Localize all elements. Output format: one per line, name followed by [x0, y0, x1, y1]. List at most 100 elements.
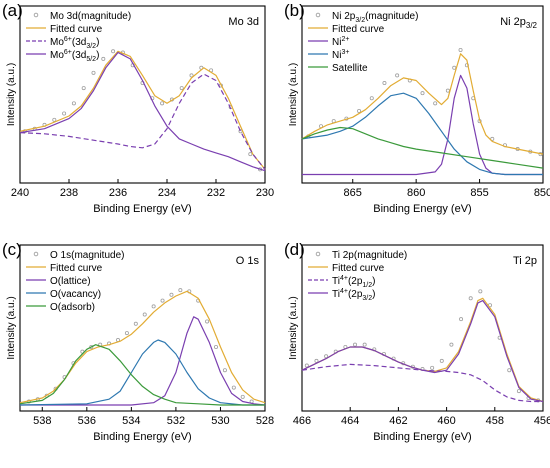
- series-ni2: [302, 74, 543, 176]
- series-mo6-3d3-2: [19, 73, 266, 170]
- legend-label: Fitted curve: [50, 263, 103, 274]
- y-axis-label: Intensity (a.u.): [6, 63, 17, 126]
- data-point: [314, 358, 319, 363]
- x-tick-label: 850: [534, 187, 550, 199]
- data-point: [179, 86, 184, 91]
- series-fitted-curve: [301, 297, 544, 403]
- x-tick-label: 534: [122, 415, 140, 427]
- legend-label: Mo6+(3d3/2): [50, 36, 99, 50]
- data-point: [133, 321, 138, 326]
- x-tick-label: 464: [341, 415, 359, 427]
- data-point: [490, 136, 495, 141]
- legend-marker: [33, 12, 39, 18]
- legend-label: O(lattice): [50, 276, 91, 287]
- data-point: [213, 344, 218, 349]
- x-axis-label: Binding Energy (eV): [93, 203, 191, 215]
- panel-letter: (c): [2, 240, 22, 259]
- corner-label: Mo 3d: [228, 16, 259, 28]
- legend-marker: [33, 251, 39, 257]
- x-tick-label: 230: [256, 187, 274, 199]
- data-point: [91, 70, 96, 75]
- series-mo-3d-magnitude: [22, 49, 263, 172]
- corner-label: Ni 2p3/2: [500, 16, 537, 30]
- data-point: [449, 342, 454, 347]
- x-tick-label: 536: [78, 415, 96, 427]
- legend-label: Ti4+(2p1/2): [332, 275, 375, 289]
- x-axis-label: Binding Energy (eV): [373, 203, 471, 215]
- legend-label: Ni2+: [332, 36, 349, 48]
- y-axis-label: Intensity (a.u.): [288, 63, 299, 126]
- legend: Mo 3d(magnitude) Fitted curveMo6+(3d3/2)M…: [26, 11, 131, 63]
- data-point: [507, 368, 512, 373]
- x-tick-label: 456: [534, 415, 550, 427]
- legend-label: Fitted curve: [332, 263, 385, 274]
- data-point: [71, 101, 76, 106]
- data-point: [324, 354, 329, 359]
- panel-1: (a) Mo 3d 240 238 236 234 232 230 Binding Energy…: [2, 1, 274, 215]
- legend-label: Ni 2p3/2(magnitude): [332, 11, 418, 24]
- series-mo6-3d5-2: [19, 51, 266, 172]
- data-point: [111, 49, 116, 54]
- legend-label: Fitted curve: [332, 24, 385, 35]
- data-point: [101, 56, 106, 61]
- data-point: [124, 331, 129, 336]
- x-tick-label: 532: [167, 415, 185, 427]
- x-tick-label: 855: [470, 187, 488, 199]
- data-point: [433, 101, 438, 106]
- legend-label: Satellite: [332, 63, 368, 74]
- data-point: [189, 73, 194, 78]
- panel-2: (b) Ni 2p3/2 865 860 855 850 Binding Energy (e…: [284, 1, 550, 215]
- x-tick-label: 234: [158, 187, 176, 199]
- series-ti4-2p1-2: [301, 363, 543, 403]
- legend-label: O(vacancy): [50, 289, 101, 300]
- data-point: [240, 394, 245, 399]
- corner-label: Ti 2p: [513, 255, 537, 267]
- panel-letter: (d): [284, 240, 305, 259]
- y-axis-label: Intensity (a.u.): [288, 296, 299, 359]
- data-point: [231, 385, 236, 390]
- corner-label: O 1s: [236, 255, 260, 267]
- data-point: [362, 342, 367, 347]
- x-tick-label: 458: [486, 415, 504, 427]
- data-point: [81, 86, 86, 91]
- x-tick-label: 462: [389, 415, 407, 427]
- x-tick-label: 460: [437, 415, 455, 427]
- x-tick-label: 466: [293, 415, 311, 427]
- series-o-adsorb: [19, 344, 265, 406]
- legend-marker: [315, 251, 321, 257]
- legend-label: O(adsorb): [50, 302, 95, 313]
- legend-label: Ti4+(2p3/2): [332, 288, 375, 302]
- data-point: [248, 152, 253, 157]
- plot-frame: [301, 5, 544, 184]
- data-point: [452, 65, 457, 70]
- legend-label: Mo 3d(magnitude): [50, 11, 131, 22]
- series-fitted-curve: [19, 50, 266, 170]
- plot-frame: [301, 244, 544, 412]
- data-point: [382, 81, 387, 86]
- data-point: [369, 96, 374, 101]
- x-tick-label: 528: [256, 415, 274, 427]
- plot-frame: [19, 5, 266, 184]
- data-point: [468, 296, 473, 301]
- x-tick-label: 240: [11, 187, 29, 199]
- data-point: [142, 312, 147, 317]
- series-o-lattice: [20, 316, 266, 406]
- data-point: [222, 368, 227, 373]
- data-point: [62, 111, 67, 116]
- x-tick-label: 865: [344, 187, 362, 199]
- data-point: [478, 289, 483, 294]
- data-point: [439, 358, 444, 363]
- data-point: [151, 304, 156, 309]
- series-satellite: [301, 126, 544, 169]
- legend-label: Fitted curve: [50, 24, 103, 35]
- data-point: [205, 319, 210, 324]
- data-point: [395, 73, 400, 78]
- legend: Ti 2p(magnitude) Fitted curveTi4+(2p1/2)T…: [308, 250, 407, 302]
- legend: O 1s(magnitude) Fitted curve O(lattice) O(v…: [26, 250, 124, 313]
- x-tick-label: 530: [211, 415, 229, 427]
- series-ti4-2p3-2: [301, 300, 544, 403]
- x-tick-label: 538: [33, 415, 51, 427]
- x-tick-label: 860: [407, 187, 425, 199]
